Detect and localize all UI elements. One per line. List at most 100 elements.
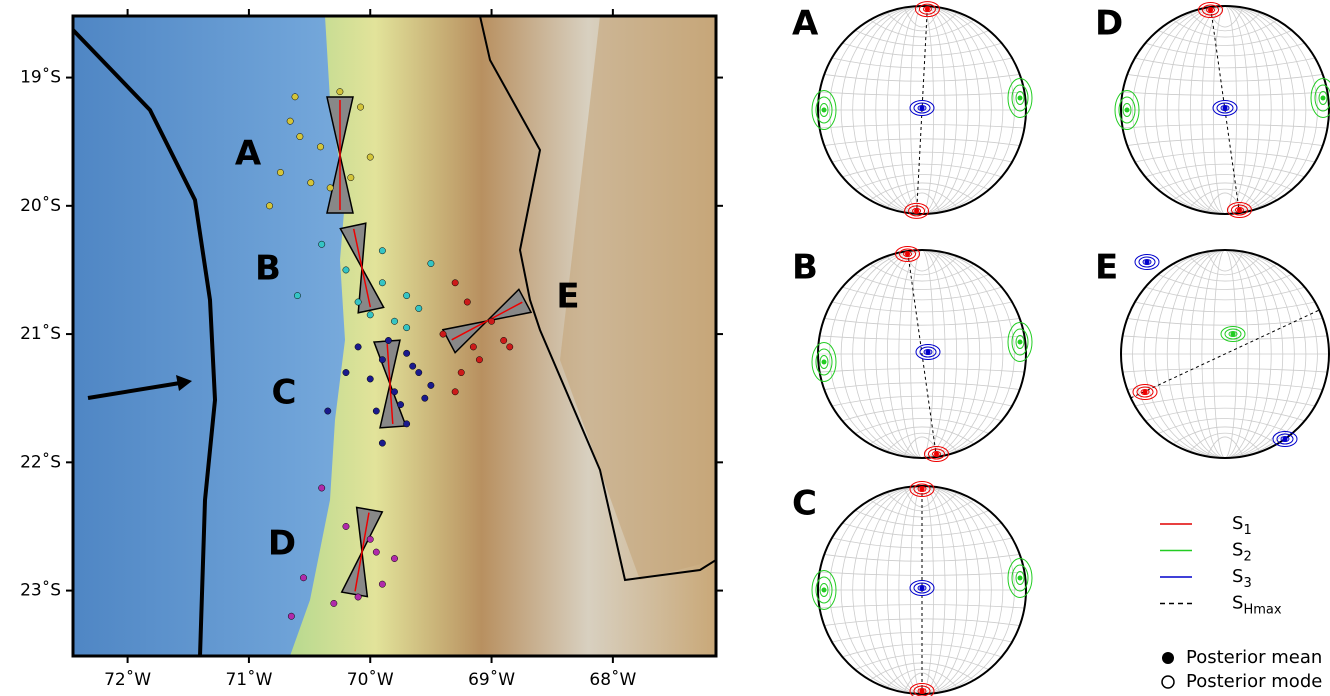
- mean-marker: [1208, 8, 1213, 13]
- earthquake: [416, 305, 422, 311]
- y-tick-label: 19˚S: [20, 67, 61, 88]
- earthquake: [367, 312, 373, 318]
- mean-marker: [920, 586, 925, 591]
- stereonet: E: [1095, 248, 1329, 459]
- earthquake: [343, 369, 349, 375]
- region-label: C: [272, 373, 297, 413]
- earthquake: [331, 600, 337, 606]
- earthquake: [452, 280, 458, 286]
- earthquake: [428, 260, 434, 266]
- mean-marker: [1018, 576, 1023, 581]
- y-tick-label: 22˚S: [20, 451, 61, 472]
- stereonet: D: [1095, 3, 1330, 218]
- stereonet-label: C: [792, 484, 817, 524]
- earthquake: [416, 369, 422, 375]
- earthquake: [367, 536, 373, 542]
- earthquake: [367, 154, 373, 160]
- mean-marker: [822, 108, 827, 113]
- mean-marker: [905, 252, 910, 257]
- legend-symbol: S: [1232, 593, 1243, 614]
- earthquake: [297, 133, 303, 139]
- x-tick-label: 70˚W: [347, 669, 394, 690]
- mean-marker: [1018, 96, 1023, 101]
- x-tick-label: 72˚W: [104, 669, 151, 690]
- stereonet-label: E: [1095, 248, 1118, 288]
- mean-marker: [822, 360, 827, 365]
- earthquake: [327, 185, 333, 191]
- mean-marker: [934, 451, 939, 456]
- x-tick-label: 69˚W: [468, 669, 515, 690]
- legend-label: S2: [1232, 540, 1252, 565]
- earthquake: [379, 280, 385, 286]
- earthquake: [325, 408, 331, 414]
- earthquake: [391, 318, 397, 324]
- earthquake: [287, 118, 293, 124]
- earthquake: [379, 248, 385, 254]
- earthquake: [391, 389, 397, 395]
- earthquake: [319, 241, 325, 247]
- legend-subscript: 2: [1243, 549, 1251, 564]
- earthquake: [403, 350, 409, 356]
- earthquake: [403, 324, 409, 330]
- earthquake: [379, 440, 385, 446]
- y-tick-label: 21˚S: [20, 323, 61, 344]
- earthquake: [343, 267, 349, 273]
- earthquake: [397, 401, 403, 407]
- x-tick-label: 71˚W: [225, 669, 272, 690]
- stereonet-label: A: [792, 4, 819, 44]
- legend-label: S3: [1232, 566, 1252, 591]
- earthquake: [458, 369, 464, 375]
- legend-mode: Posterior mode: [1186, 671, 1322, 692]
- mean-marker: [1125, 108, 1130, 113]
- mean-marker: [1321, 96, 1326, 101]
- legend-subscript: 3: [1243, 576, 1251, 591]
- earthquake: [319, 485, 325, 491]
- earthquake: [476, 357, 482, 363]
- earthquake: [373, 549, 379, 555]
- earthquake: [422, 395, 428, 401]
- earthquake: [470, 344, 476, 350]
- earthquake: [500, 337, 506, 343]
- earthquake: [355, 344, 361, 350]
- mean-marker: [920, 106, 925, 111]
- region-label: B: [255, 249, 281, 289]
- earthquake: [367, 376, 373, 382]
- mean-marker: [914, 208, 919, 213]
- mean-marker: [1283, 437, 1288, 442]
- legend-label: SHmax: [1232, 593, 1282, 618]
- figure: A D B E C Posterior mean Posterior mode 72˚W…: [0, 0, 1330, 696]
- earthquake: [391, 555, 397, 561]
- mean-marker: [920, 487, 925, 492]
- earthquake: [308, 180, 314, 186]
- earthquake: [507, 344, 513, 350]
- legend-subscript: 1: [1243, 523, 1251, 538]
- earthquake: [277, 169, 283, 175]
- stereonet: C: [792, 482, 1032, 696]
- mean-marker: [1145, 260, 1150, 265]
- region-label: E: [556, 277, 579, 317]
- mean-marker: [822, 588, 827, 593]
- earthquake: [294, 292, 300, 298]
- earthquake: [428, 382, 434, 388]
- mean-marker: [920, 689, 925, 694]
- legend: Posterior mean Posterior mode: [1162, 647, 1322, 692]
- legend-symbol: S: [1232, 540, 1243, 561]
- earthquake: [337, 88, 343, 94]
- earthquake: [379, 581, 385, 587]
- earthquake: [355, 594, 361, 600]
- region-label: A: [235, 134, 262, 174]
- mean-marker: [926, 350, 931, 355]
- earthquake: [343, 523, 349, 529]
- legend-symbol: S: [1232, 513, 1243, 534]
- stereonet-label: D: [1095, 4, 1123, 44]
- mean-marker: [1237, 207, 1242, 212]
- y-tick-label: 20˚S: [20, 195, 61, 216]
- mean-marker: [1018, 340, 1023, 345]
- region-label: D: [268, 524, 296, 564]
- mean-marker: [1231, 332, 1236, 337]
- earthquake: [300, 575, 306, 581]
- earthquake: [373, 408, 379, 414]
- mean-marker: [1223, 106, 1228, 111]
- legend-label: S1: [1232, 513, 1252, 538]
- x-tick-label: 68˚W: [589, 669, 636, 690]
